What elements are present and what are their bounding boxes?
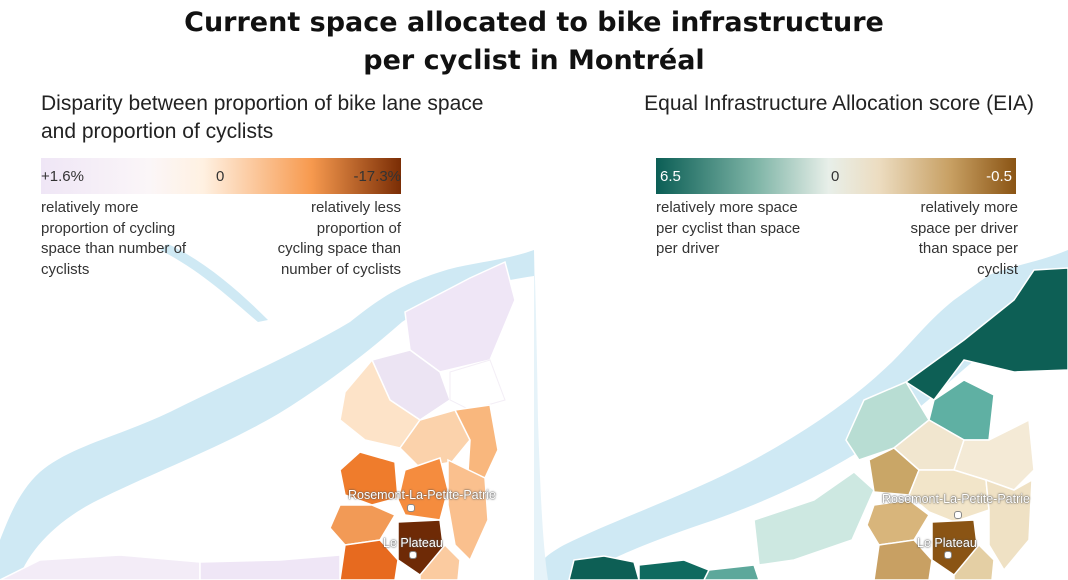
eia-panel: Equal Infrastructure Allocation score (E… [534, 0, 1068, 580]
eia-legend-right-text: relatively more space per driver than sp… [910, 199, 1018, 278]
rosemont-label: Rosemont-La-Petite-Patrie [882, 492, 1030, 506]
district-cdn[interactable] [339, 539, 399, 580]
title-line-1: Current space allocated to bike infrastr… [184, 7, 884, 38]
north-water [160, 244, 268, 322]
plateau-label: Le Plateau [917, 536, 977, 550]
disparity-legend-min: +1.6% [41, 168, 84, 185]
left-water-strip [534, 250, 548, 580]
disparity-legend-right-text: relatively less proportion of cycling sp… [277, 199, 401, 278]
district-saint-laurent[interactable] [753, 471, 875, 566]
district-south-west[interactable] [0, 554, 201, 580]
disparity-map[interactable] [0, 0, 534, 580]
rosemont-marker [407, 504, 415, 512]
district-south-teal-3[interactable] [703, 564, 760, 580]
disparity-legend-mid: 0 [216, 168, 225, 185]
eia-legend-bar: 6.5 0 -0.5 [656, 158, 1016, 194]
eia-legend-mid: 0 [831, 168, 840, 185]
eia-subtitle: Equal Infrastructure Allocation score (E… [644, 92, 1034, 115]
plateau-label: Le Plateau [383, 536, 443, 550]
eia-map[interactable] [534, 0, 1068, 580]
district-ville-marie-r[interactable] [953, 543, 995, 580]
title-line-2: per cyclist in Montréal [363, 45, 705, 76]
district-cdn-r[interactable] [873, 539, 933, 580]
district-rosemont-r[interactable] [908, 469, 990, 523]
eia-legend-left-text: relatively more space per cyclist than s… [656, 199, 801, 257]
district-riviere-des-prairies[interactable] [904, 267, 1068, 402]
plateau-marker [944, 551, 952, 559]
district-mercier-r[interactable] [985, 478, 1033, 572]
district-ville-marie[interactable] [419, 543, 461, 580]
plateau-marker [409, 551, 417, 559]
rosemont-label: Rosemont-La-Petite-Patrie [348, 488, 496, 502]
district-south-teal-1[interactable] [568, 555, 640, 580]
disparity-subtitle: Disparity between proportion of bike lan… [41, 92, 484, 143]
disparity-legend-bar: +1.6% 0 -17.3% [41, 158, 401, 194]
eia-legend-min: 6.5 [660, 168, 681, 185]
river-water [0, 250, 534, 580]
disparity-legend-max: -17.3% [353, 168, 401, 185]
district-south-teal-2[interactable] [638, 559, 711, 580]
eia-legend-max: -0.5 [986, 168, 1012, 185]
district-mercier[interactable] [447, 458, 489, 562]
district-north-1[interactable] [404, 260, 516, 373]
district-lasalle[interactable] [199, 554, 341, 580]
disparity-legend-left-text: relatively more proportion of cycling sp… [41, 199, 187, 278]
river-water [534, 250, 1068, 580]
rosemont-marker [954, 511, 962, 519]
chart-title: Current space allocated to bike infrastr… [0, 4, 1068, 80]
disparity-panel: Disparity between proportion of bike lan… [0, 0, 534, 580]
